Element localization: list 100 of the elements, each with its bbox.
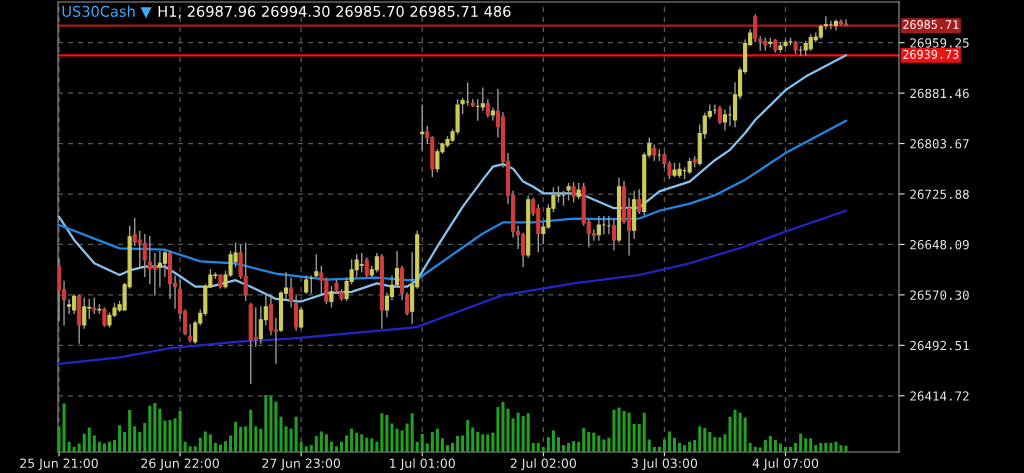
bar xyxy=(319,431,323,452)
bar xyxy=(844,445,848,452)
candlestick xyxy=(314,254,319,278)
y-tick-label: 26881.46 xyxy=(910,88,969,99)
bar xyxy=(667,431,671,452)
bar xyxy=(168,420,172,452)
bar xyxy=(789,446,793,452)
bar xyxy=(511,418,515,452)
bar xyxy=(269,396,273,452)
bar xyxy=(92,435,96,452)
bar xyxy=(551,430,555,452)
candlestick xyxy=(722,109,728,131)
candlestick xyxy=(102,307,107,327)
bar xyxy=(102,443,106,452)
bar xyxy=(148,405,152,452)
bar xyxy=(582,428,586,452)
bar xyxy=(506,408,510,452)
bar xyxy=(516,412,520,452)
bar xyxy=(425,443,429,452)
bar xyxy=(304,446,308,452)
candlestick xyxy=(833,19,839,31)
bar xyxy=(112,440,117,452)
candlestick xyxy=(289,277,294,308)
candlestick xyxy=(294,294,299,331)
bar xyxy=(819,442,823,452)
bar xyxy=(279,416,283,452)
x-tick-label: 27 Jun 23:00 xyxy=(262,458,341,471)
bar xyxy=(360,434,364,452)
bar xyxy=(188,446,192,452)
chart-title: US30Cash ▼ xyxy=(62,5,152,19)
candlestick xyxy=(67,298,72,314)
bar xyxy=(203,431,207,452)
bar xyxy=(218,444,222,452)
y-tick-label: 26414.72 xyxy=(910,391,969,401)
bar xyxy=(67,441,71,452)
bar xyxy=(309,445,313,452)
x-tick-label: 4 Jul 07:00 xyxy=(752,458,819,471)
bar xyxy=(809,438,813,452)
bar xyxy=(839,445,843,452)
bar xyxy=(329,441,333,452)
bar xyxy=(365,437,369,452)
bar xyxy=(662,439,666,452)
bar xyxy=(607,437,611,452)
bar xyxy=(158,408,162,452)
bar xyxy=(738,412,742,452)
bar xyxy=(672,437,677,452)
bar xyxy=(657,446,661,452)
bar xyxy=(451,442,455,452)
bar xyxy=(183,441,187,452)
candlestick xyxy=(405,292,410,316)
bar xyxy=(375,441,379,452)
x-tick-label: 2 Jul 02:00 xyxy=(510,458,576,471)
bar xyxy=(128,409,132,452)
bar xyxy=(703,428,707,452)
bar xyxy=(107,441,111,452)
bar xyxy=(193,446,197,452)
bar xyxy=(733,409,737,452)
candlestick xyxy=(82,297,87,329)
bar xyxy=(138,432,142,452)
bar xyxy=(577,441,581,452)
bar xyxy=(133,426,137,452)
y-tick-label: 26803.67 xyxy=(910,139,969,149)
bar xyxy=(683,445,687,452)
bar xyxy=(531,442,535,452)
bar xyxy=(213,442,217,452)
bar xyxy=(693,440,697,452)
bar xyxy=(688,441,692,452)
bar xyxy=(526,413,530,452)
bar xyxy=(239,426,243,452)
bar xyxy=(748,442,752,452)
bar xyxy=(400,430,404,452)
bar xyxy=(143,422,147,452)
bar xyxy=(829,442,833,452)
bar xyxy=(597,435,601,452)
bar xyxy=(627,412,631,452)
bar xyxy=(647,439,651,452)
bar xyxy=(198,437,202,452)
bar xyxy=(567,442,571,452)
bar xyxy=(390,423,394,452)
bar xyxy=(123,432,127,452)
bar xyxy=(642,412,646,452)
bar xyxy=(783,446,787,452)
chart-subtitle: H1, 26987.96 26994.30 26985.70 26985.71 486 xyxy=(158,5,511,19)
bar xyxy=(486,434,490,452)
bar xyxy=(445,445,449,452)
bar xyxy=(556,437,560,452)
candlestick xyxy=(843,19,849,27)
bar xyxy=(284,426,288,452)
candlestick xyxy=(137,230,142,268)
bar xyxy=(763,440,767,452)
bar xyxy=(758,447,762,452)
bar xyxy=(753,446,757,452)
bar xyxy=(435,428,439,452)
bar xyxy=(355,432,359,452)
bar xyxy=(561,445,566,452)
bar xyxy=(778,443,782,452)
bar xyxy=(440,438,444,452)
bar xyxy=(794,442,798,452)
bar xyxy=(546,437,550,452)
bar xyxy=(87,427,91,452)
